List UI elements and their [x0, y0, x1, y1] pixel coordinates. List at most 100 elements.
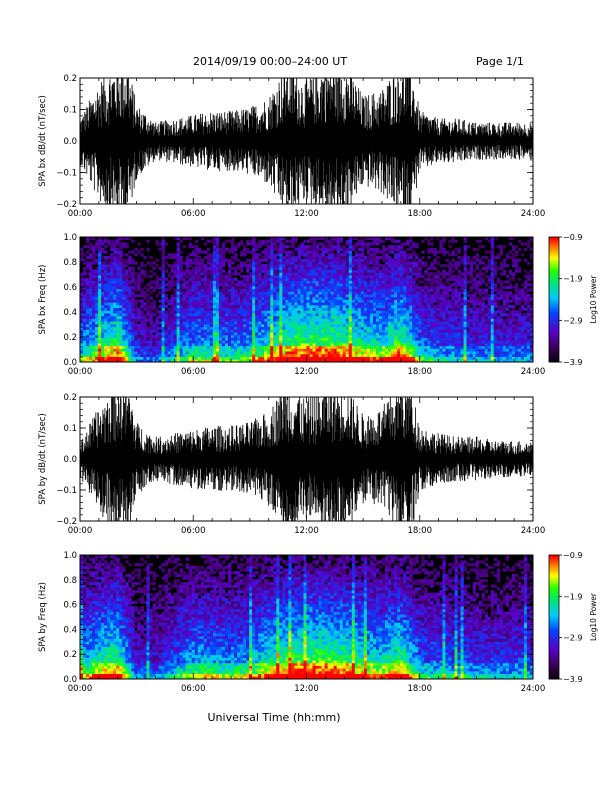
heatmap-cell	[83, 302, 87, 306]
heatmap-cell	[421, 353, 425, 357]
heatmap-cell	[378, 304, 383, 309]
heatmap-cell	[339, 304, 344, 309]
heatmap-cell	[412, 258, 416, 262]
heatmap-cell	[424, 269, 428, 273]
heatmap-cell	[98, 291, 102, 295]
heatmap-cell	[155, 351, 159, 355]
heatmap-cell	[333, 307, 338, 311]
heatmap-cell	[158, 321, 162, 325]
heatmap-cell	[128, 345, 132, 349]
heatmap-cell	[321, 321, 326, 325]
heatmap-cell	[312, 315, 316, 319]
heatmap-cell	[285, 315, 289, 319]
heatmap-cell	[378, 277, 383, 281]
heatmap-cell	[113, 247, 117, 251]
heatmap-cell	[252, 353, 256, 357]
heatmap-cell	[276, 237, 280, 241]
heatmap-cell	[218, 291, 223, 295]
heatmap-cell	[206, 307, 211, 311]
heatmap-cell	[188, 258, 193, 262]
heatmap-cell	[113, 315, 117, 319]
heatmap-cell	[403, 275, 407, 279]
heatmap-cell	[318, 307, 322, 311]
heatmap-cell	[258, 315, 262, 319]
heatmap-cell	[191, 291, 196, 295]
heatmap-cell	[288, 253, 292, 257]
heatmap-cell	[83, 313, 87, 317]
heatmap-cell	[252, 291, 256, 295]
heatmap-cell	[267, 280, 271, 284]
heatmap-cell	[372, 294, 377, 298]
heatmap-cell	[285, 340, 289, 344]
heatmap-cell	[333, 258, 338, 262]
heatmap-cell	[333, 245, 338, 249]
heatmap-cell	[357, 337, 362, 341]
heatmap-cell	[119, 321, 123, 325]
heatmap-cell	[433, 250, 437, 254]
heatmap-cell	[330, 277, 335, 281]
heatmap-cell	[436, 294, 440, 298]
heatmap-cell	[363, 237, 368, 241]
heatmap-cell	[385, 332, 389, 336]
heatmap-cell	[391, 237, 395, 241]
heatmap-cell	[209, 356, 214, 360]
heatmap-cell	[297, 329, 301, 333]
heatmap-cell	[107, 280, 111, 284]
heatmap-cell	[315, 256, 319, 260]
heatmap-cell	[119, 334, 123, 338]
heatmap-cell	[125, 280, 129, 284]
heatmap-cell	[309, 237, 313, 241]
heatmap-cell	[119, 307, 123, 311]
heatmap-cell	[176, 302, 181, 306]
heatmap-cell	[98, 340, 102, 344]
heatmap-cell	[203, 315, 208, 319]
heatmap-cell	[110, 307, 114, 311]
heatmap-cell	[360, 342, 365, 347]
heatmap-cell	[227, 294, 232, 298]
heatmap-cell	[185, 345, 190, 349]
heatmap-cell	[203, 291, 208, 295]
heatmap-cell	[366, 258, 371, 262]
heatmap-cell	[342, 275, 347, 279]
heatmap-cell	[303, 345, 307, 349]
heatmap-cell	[224, 359, 229, 363]
heatmap-cell	[167, 356, 171, 360]
heatmap-cell	[234, 323, 238, 328]
heatmap-cell	[95, 326, 99, 330]
heatmap-cell	[143, 323, 147, 328]
heatmap-cell	[243, 304, 247, 309]
heatmap-cell	[86, 351, 90, 355]
heatmap-cell	[104, 258, 108, 262]
heatmap-cell	[131, 275, 135, 279]
heatmap-cell	[418, 296, 422, 300]
heatmap-cell	[188, 294, 193, 298]
heatmap-cell	[294, 337, 298, 341]
heatmap-cell	[297, 302, 301, 306]
heatmap-cell	[261, 275, 265, 279]
heatmap-cell	[80, 277, 84, 281]
heatmap-cell	[297, 353, 301, 357]
heatmap-cell	[306, 307, 310, 311]
heatmap-cell	[315, 321, 319, 325]
heatmap-cell	[101, 310, 105, 314]
heatmap-cell	[348, 264, 353, 268]
heatmap-cell	[89, 304, 93, 309]
heatmap-cell	[134, 337, 138, 341]
heatmap-cell	[179, 348, 184, 352]
heatmap-cell	[116, 304, 120, 309]
heatmap-cell	[203, 345, 208, 349]
heatmap-cell	[388, 326, 392, 330]
heatmap-cell	[333, 247, 338, 251]
heatmap-cell	[206, 348, 211, 352]
heatmap-cell	[122, 291, 126, 295]
heatmap-cell	[212, 269, 217, 273]
heatmap-cell	[288, 264, 292, 268]
heatmap-cell	[173, 291, 178, 295]
heatmap-cell	[324, 359, 329, 363]
heatmap-cell	[221, 318, 226, 322]
heatmap-cell	[342, 313, 347, 317]
heatmap-cell	[119, 310, 123, 314]
heatmap-cell	[375, 304, 380, 309]
heatmap-cell	[351, 318, 356, 322]
heatmap-cell	[246, 356, 250, 360]
